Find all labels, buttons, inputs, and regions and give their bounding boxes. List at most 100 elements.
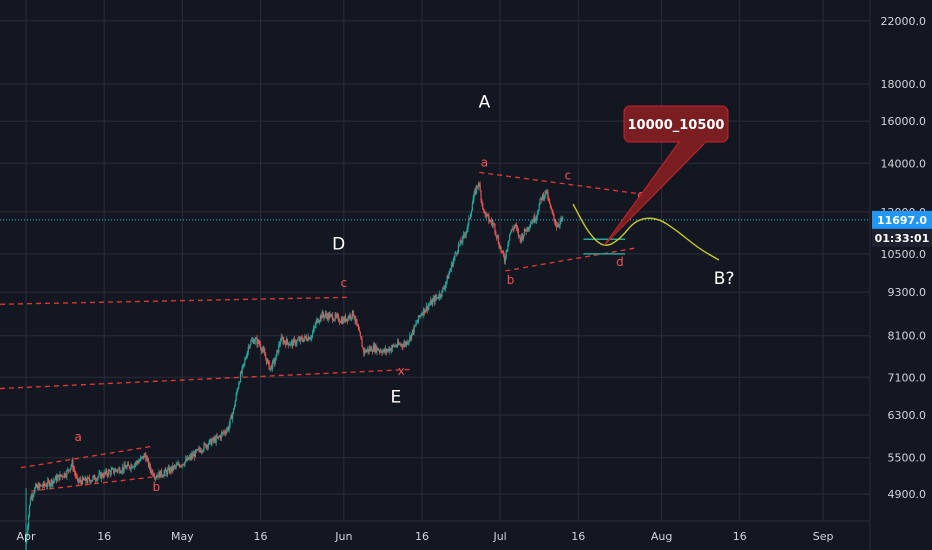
callout-layer: 10000_10500	[603, 105, 729, 246]
candle-body	[252, 340, 255, 344]
y-tick-label: 16000.0	[881, 115, 927, 128]
candle-body	[232, 413, 234, 420]
candle-body	[463, 234, 465, 237]
candle-body	[348, 316, 350, 319]
candle-body	[516, 225, 518, 229]
candle-body	[248, 346, 250, 348]
candle-body	[331, 314, 333, 316]
candle-body	[84, 477, 86, 481]
candle-body	[236, 390, 238, 395]
candle-body	[420, 314, 422, 316]
y-tick-label: 18000.0	[881, 78, 927, 91]
candle-body	[466, 228, 468, 232]
candle-body	[34, 484, 37, 489]
candle-body	[133, 464, 136, 467]
candle-body	[130, 465, 132, 470]
countdown-value: 01:33:01	[875, 232, 930, 245]
candle-body	[139, 460, 141, 462]
candle-body	[469, 214, 472, 219]
time-axis[interactable]: Apr 16 May 16 Jun 16 Jul 16 Aug 16 Sep	[17, 530, 834, 543]
candle-body	[68, 470, 71, 472]
candle-body	[34, 488, 36, 494]
candle-body	[510, 229, 513, 233]
price-axis[interactable]: 22000.018000.016000.014000.012000.010500…	[881, 15, 927, 501]
candle-body	[186, 457, 189, 461]
candle-body	[67, 469, 70, 471]
candle-body	[48, 481, 51, 486]
candle-body	[485, 213, 487, 217]
candle-body	[186, 458, 188, 461]
candle-body	[474, 189, 476, 194]
candle-body	[147, 458, 150, 467]
candle-body	[391, 345, 394, 349]
candle-body	[90, 480, 92, 483]
candle-body	[518, 235, 520, 236]
candle-body	[155, 476, 157, 478]
x-tick-label: 16	[97, 530, 111, 543]
candle-body	[121, 467, 124, 472]
candle-body	[151, 470, 153, 473]
candle-body	[137, 462, 139, 464]
candle-body	[532, 221, 534, 223]
candle-body	[345, 318, 348, 322]
candle-body	[107, 474, 109, 476]
candle-body	[261, 349, 263, 352]
candle-body	[509, 233, 511, 241]
candle-body	[83, 479, 85, 481]
candle-body	[81, 477, 84, 485]
candle-body	[468, 217, 470, 224]
candle-body	[125, 467, 127, 469]
candle-body	[452, 260, 454, 267]
candle-body	[287, 342, 289, 346]
candle-body	[492, 223, 494, 225]
candle-body	[61, 475, 64, 477]
candle-body	[245, 358, 247, 360]
candle-body	[328, 314, 330, 318]
candle-body	[284, 340, 286, 343]
candle-body	[249, 344, 251, 348]
candle-body	[490, 220, 493, 223]
candle-body	[41, 486, 44, 488]
last-price-badge: 11697.0 01:33:01	[872, 210, 932, 247]
candle-body	[350, 314, 352, 318]
candle-body	[232, 408, 235, 414]
candle-body	[43, 482, 45, 486]
candle-body	[365, 350, 368, 353]
candle-body	[46, 485, 48, 487]
candle-body	[409, 335, 411, 341]
candle-body	[169, 467, 171, 473]
candle-body	[486, 213, 488, 215]
candle-body	[172, 465, 174, 470]
candle-body	[538, 204, 540, 211]
candle-body	[555, 224, 558, 228]
candle-body	[467, 223, 469, 229]
candle-body	[197, 449, 199, 450]
candle-body	[478, 183, 480, 185]
candle-body	[148, 464, 150, 467]
candle-body	[38, 484, 40, 490]
candle-body	[389, 348, 391, 352]
candle-body	[414, 325, 416, 327]
candle-body	[456, 253, 458, 254]
candle-body	[51, 479, 53, 485]
y-tick-label: 14000.0	[881, 157, 927, 170]
candle-body	[514, 225, 516, 227]
candle-body	[430, 300, 433, 305]
candle-body	[159, 471, 161, 478]
y-tick-label: 4900.0	[888, 488, 927, 501]
candle-body	[102, 476, 104, 478]
trendline	[20, 445, 152, 469]
candle-body	[206, 445, 208, 448]
candle-body	[238, 383, 240, 389]
candle-body	[549, 203, 552, 208]
candle-body	[286, 339, 288, 343]
candle-body	[556, 225, 559, 228]
candle-body	[152, 470, 154, 476]
candle-body	[30, 495, 32, 500]
candle-body	[440, 296, 442, 298]
candle-body	[78, 480, 80, 482]
candle-body	[303, 338, 305, 342]
